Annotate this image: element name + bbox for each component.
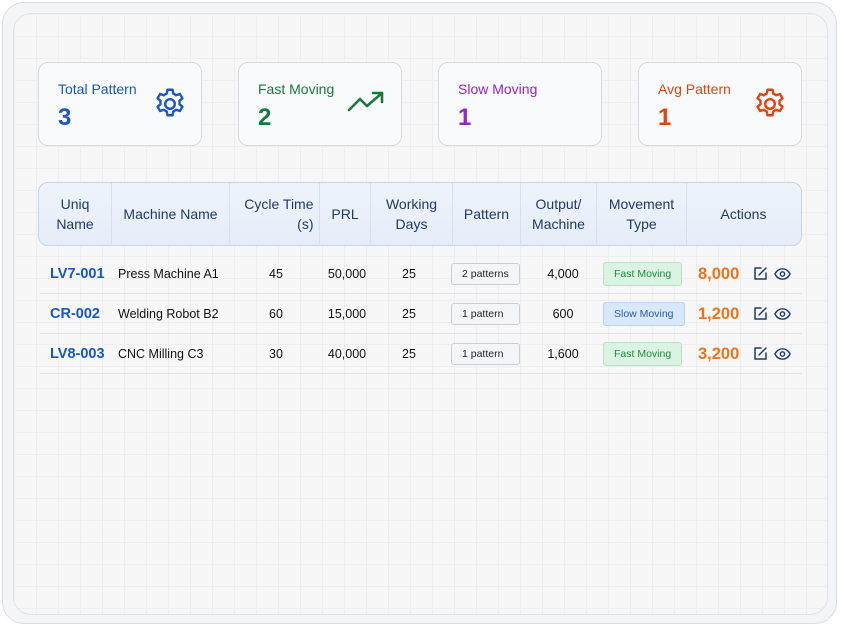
card-label: Total Pattern bbox=[58, 81, 137, 97]
movement-badge: Fast Moving bbox=[603, 342, 683, 366]
header-working-days[interactable]: Working Days bbox=[371, 183, 453, 244]
trending-up-icon bbox=[346, 89, 386, 120]
header-uniq-name[interactable]: Uniq Name bbox=[39, 183, 112, 244]
card-label: Fast Moving bbox=[258, 81, 335, 97]
uniq-id-link[interactable]: LV7-001 bbox=[50, 266, 105, 282]
table-row[interactable]: LV8-003 CNC Milling C3 30 40,000 25 1 pa… bbox=[40, 334, 802, 374]
gear-icon bbox=[152, 86, 188, 127]
cycle-time: 60 bbox=[269, 307, 283, 321]
card-label: Avg Pattern bbox=[658, 81, 731, 97]
card-slow-moving: Slow Moving 1 bbox=[438, 62, 602, 146]
eye-icon[interactable] bbox=[774, 294, 791, 334]
uniq-id-link[interactable]: CR-002 bbox=[50, 306, 100, 322]
movement-badge: Fast Moving bbox=[603, 262, 683, 286]
card-value: 1 bbox=[658, 104, 672, 131]
cycle-time: 45 bbox=[269, 267, 283, 281]
table-header: Uniq Name Machine Name Cycle Time (s) PR… bbox=[38, 182, 802, 246]
edit-icon[interactable] bbox=[752, 254, 768, 294]
header-output-machine[interactable]: Output/ Machine bbox=[521, 183, 597, 244]
action-value: 1,200 bbox=[698, 304, 740, 323]
pattern-badge[interactable]: 1 pattern bbox=[451, 303, 521, 325]
action-value: 8,000 bbox=[698, 264, 740, 283]
eye-icon[interactable] bbox=[774, 334, 791, 374]
cycle-time: 30 bbox=[269, 347, 283, 361]
output-value: 600 bbox=[552, 307, 574, 321]
pattern-badge[interactable]: 1 pattern bbox=[451, 343, 521, 365]
uniq-id-link[interactable]: LV8-003 bbox=[50, 346, 105, 362]
header-machine-name[interactable]: Machine Name bbox=[112, 183, 230, 244]
table-row[interactable]: LV7-001 Press Machine A1 45 50,000 25 2 … bbox=[40, 254, 802, 294]
card-total-pattern: Total Pattern 3 bbox=[38, 62, 202, 146]
working-days: 25 bbox=[402, 347, 416, 361]
card-value: 3 bbox=[58, 104, 72, 131]
header-movement-type[interactable]: Movement Type bbox=[597, 183, 687, 244]
prl-value: 40,000 bbox=[327, 347, 367, 361]
output-value: 4,000 bbox=[547, 267, 579, 281]
card-label: Slow Moving bbox=[458, 81, 538, 97]
movement-badge: Slow Moving bbox=[603, 302, 685, 326]
eye-icon[interactable] bbox=[774, 254, 791, 294]
header-actions: Actions bbox=[720, 205, 767, 222]
pattern-badge[interactable]: 2 patterns bbox=[451, 263, 520, 285]
header-prl[interactable]: PRL bbox=[320, 183, 371, 244]
action-value: 3,200 bbox=[698, 344, 740, 363]
card-fast-moving: Fast Moving 2 bbox=[238, 62, 402, 146]
machine-name: Welding Robot B2 bbox=[118, 307, 219, 321]
card-value: 2 bbox=[258, 104, 272, 131]
gear-icon bbox=[752, 86, 788, 127]
machine-name: Press Machine A1 bbox=[118, 267, 219, 281]
machine-name: CNC Milling C3 bbox=[118, 347, 204, 361]
card-avg-pattern: Avg Pattern 1 bbox=[638, 62, 802, 146]
prl-value: 15,000 bbox=[327, 307, 367, 321]
working-days: 25 bbox=[402, 307, 416, 321]
header-cycle-time[interactable]: Cycle Time (s) bbox=[230, 183, 320, 244]
edit-icon[interactable] bbox=[752, 334, 768, 374]
header-pattern[interactable]: Pattern bbox=[453, 183, 521, 244]
output-value: 1,600 bbox=[547, 347, 579, 361]
edit-icon[interactable] bbox=[752, 294, 768, 334]
card-value: 1 bbox=[458, 104, 472, 131]
table-row[interactable]: CR-002 Welding Robot B2 60 15,000 25 1 p… bbox=[40, 294, 802, 334]
prl-value: 50,000 bbox=[327, 267, 367, 281]
working-days: 25 bbox=[402, 267, 416, 281]
